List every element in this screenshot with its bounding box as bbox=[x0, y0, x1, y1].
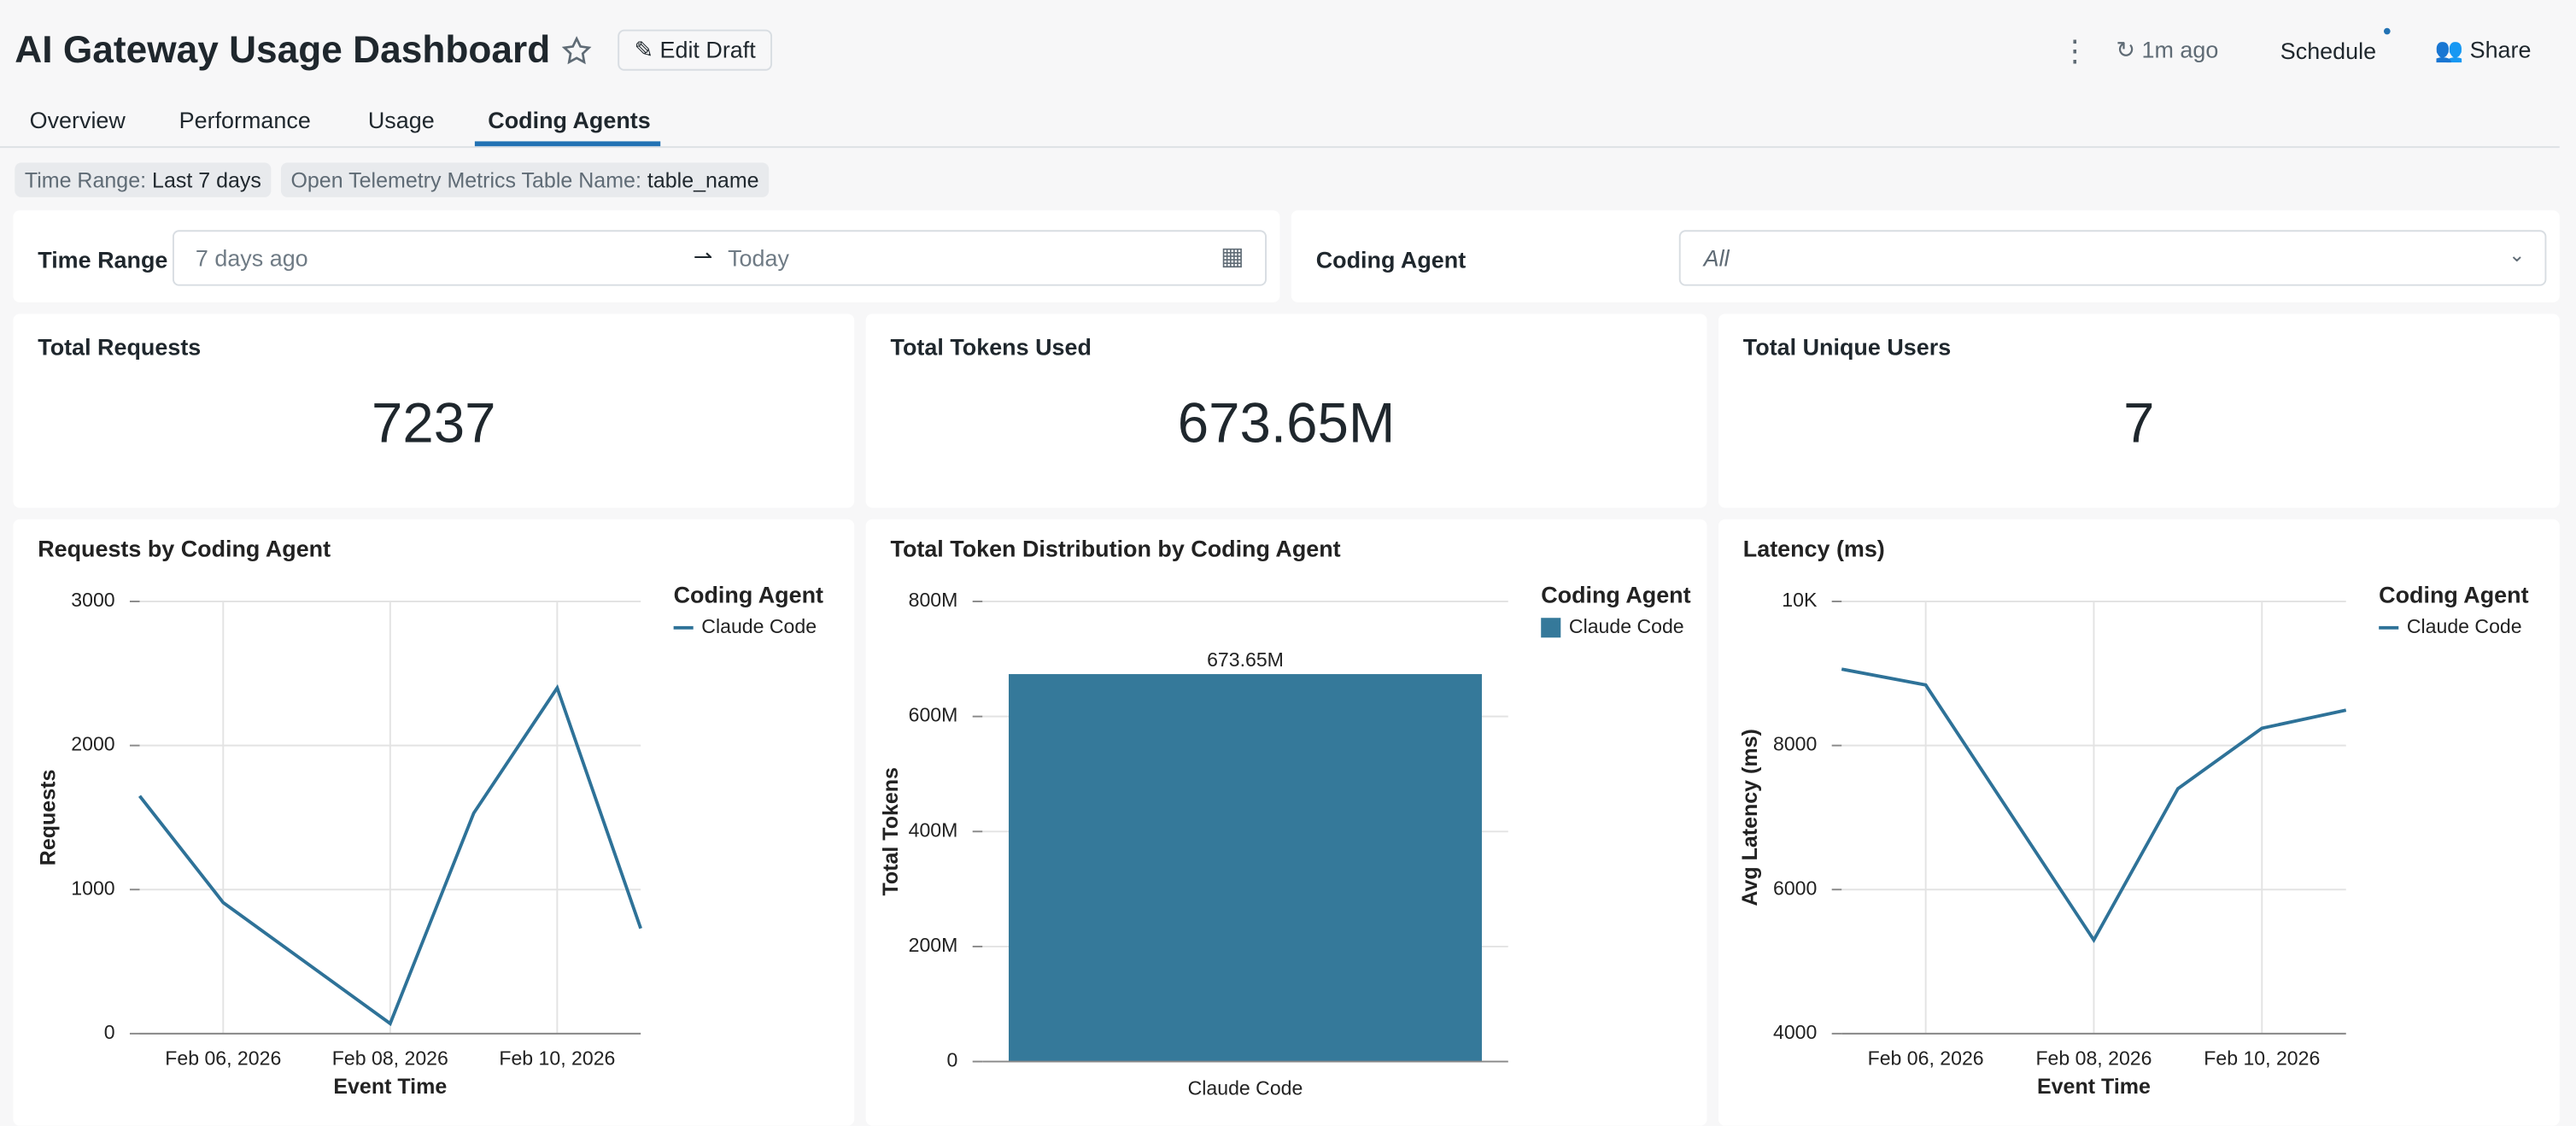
x-tick-label: Feb 06, 2026 bbox=[1868, 1047, 1984, 1070]
chevron: ⌄ bbox=[2509, 243, 2525, 267]
legend-label: Claude Code bbox=[2407, 615, 2522, 637]
y-tick-label: 0 bbox=[104, 1021, 115, 1043]
kpi-value: 7 bbox=[1718, 393, 2560, 457]
y-axis-title: Total Tokens bbox=[879, 767, 903, 895]
tab-divider bbox=[0, 146, 2560, 148]
schedule-button[interactable]: Schedule bbox=[2280, 38, 2376, 64]
chip[interactable]: Open Telemetry Metrics Table Name: table… bbox=[281, 162, 769, 196]
kpi-card: Total Requests 7237 bbox=[13, 314, 854, 507]
chip-value: Last 7 days bbox=[152, 167, 261, 192]
arrow: ⇀ bbox=[694, 243, 713, 272]
kpi-card: Total Tokens Used 673.65M bbox=[866, 314, 1707, 507]
kpi-value: 7237 bbox=[13, 393, 854, 457]
tab[interactable]: Performance bbox=[179, 107, 311, 133]
chart-title: Latency (ms) bbox=[1743, 536, 1885, 561]
y-tick-label: 6000 bbox=[1773, 877, 1817, 899]
x-axis-title: Event Time bbox=[2037, 1075, 2151, 1099]
x-tick-label: Feb 08, 2026 bbox=[2035, 1047, 2152, 1070]
y-tick-label: 10K bbox=[1782, 589, 1818, 611]
legend-title: Coding Agent bbox=[674, 582, 823, 607]
x-axis-title: Event Time bbox=[333, 1075, 447, 1099]
y-axis-title: Requests bbox=[36, 770, 60, 866]
star-icon[interactable] bbox=[562, 36, 592, 66]
share-label: Share bbox=[2470, 36, 2532, 62]
legend-label: Claude Code bbox=[701, 615, 817, 637]
y-tick-label: 400M bbox=[909, 818, 958, 841]
chart-panel: Total Token Distribution by Coding Agent… bbox=[866, 519, 1707, 1126]
y-tick-label: 3000 bbox=[71, 589, 114, 611]
kpi-label: Total Unique Users bbox=[1743, 333, 1951, 360]
dot bbox=[2384, 28, 2391, 35]
y-tick-label: 2000 bbox=[71, 733, 114, 755]
kebab-menu[interactable]: ⋮ bbox=[2060, 34, 2090, 68]
tab-active[interactable]: Coding Agents bbox=[488, 107, 650, 133]
bar bbox=[1009, 674, 1482, 1062]
chart-title: Requests by Coding Agent bbox=[38, 536, 331, 561]
edit-label: Edit Draft bbox=[660, 36, 756, 62]
y-axis-title: Avg Latency (ms) bbox=[1738, 729, 1762, 906]
filter-label: Time Range bbox=[38, 247, 167, 273]
calendar-icon: ▦ bbox=[1221, 242, 1244, 272]
chip[interactable]: Time Range: Last 7 days bbox=[15, 162, 271, 196]
date-from: 7 days ago bbox=[196, 245, 308, 272]
chip-value: table_name bbox=[647, 167, 759, 192]
y-tick-label: 4000 bbox=[1773, 1021, 1817, 1043]
x-tick-label: Feb 08, 2026 bbox=[332, 1047, 448, 1070]
y-tick-label: 200M bbox=[909, 934, 958, 956]
x-tick-label: Claude Code bbox=[1188, 1076, 1303, 1099]
kpi-label: Total Requests bbox=[38, 333, 201, 360]
y-tick-label: 1000 bbox=[71, 877, 114, 899]
legend-title: Coding Agent bbox=[1541, 582, 1690, 607]
x-tick-label: Feb 06, 2026 bbox=[165, 1047, 281, 1070]
x-tick-label: Feb 10, 2026 bbox=[2204, 1047, 2320, 1070]
agent-select[interactable]: All ⌄ bbox=[1679, 230, 2547, 285]
kpi-card: Total Unique Users 7 bbox=[1718, 314, 2560, 507]
refresh-button[interactable]: ↻ 1m ago bbox=[2116, 36, 2218, 64]
tab[interactable]: Overview bbox=[30, 107, 126, 133]
y-tick-label: 8000 bbox=[1773, 733, 1817, 755]
chart-title: Total Token Distribution by Coding Agent bbox=[891, 536, 1341, 561]
chip-key: Open Telemetry Metrics Table Name: bbox=[290, 167, 641, 192]
tab[interactable]: Usage bbox=[368, 107, 435, 133]
tab-indicator bbox=[475, 141, 660, 146]
refresh-label: 1m ago bbox=[2141, 36, 2218, 62]
chart-panel: Latency (ms) Avg Latency (ms) 4000 6000 8000… bbox=[1718, 519, 2560, 1126]
title: AI Gateway Usage Dashboard bbox=[15, 28, 550, 73]
legend-label: Claude Code bbox=[1569, 615, 1684, 637]
legend-swatch bbox=[1541, 618, 1560, 637]
edit-draft-button[interactable]: ✎ Edit Draft bbox=[618, 30, 772, 71]
kpi-label: Total Tokens Used bbox=[891, 333, 1092, 360]
filter-panel: Coding Agent All ⌄ bbox=[1291, 210, 2560, 302]
y-tick-label: 0 bbox=[947, 1049, 958, 1071]
x-tick-label: Feb 10, 2026 bbox=[499, 1047, 615, 1070]
legend-title: Coding Agent bbox=[2379, 582, 2528, 607]
kpi-value: 673.65M bbox=[866, 393, 1707, 457]
chip-key: Time Range: bbox=[25, 167, 146, 192]
date-range[interactable]: 7 days ago ⇀ Today ▦ bbox=[173, 230, 1267, 285]
share-button[interactable]: 👥 Share bbox=[2435, 36, 2532, 64]
select-value: All bbox=[1704, 245, 1730, 272]
y-tick-label: 800M bbox=[909, 589, 958, 611]
date-to: Today bbox=[728, 245, 789, 272]
filter-panel: Time Range 7 days ago ⇀ Today ▦ bbox=[13, 210, 1279, 302]
chart-panel: Requests by Coding Agent Requests 0 1000 200… bbox=[13, 519, 854, 1126]
y-tick-label: 600M bbox=[909, 704, 958, 726]
data-label: 673.65M bbox=[1207, 648, 1284, 671]
filter-label: Coding Agent bbox=[1316, 247, 1467, 273]
